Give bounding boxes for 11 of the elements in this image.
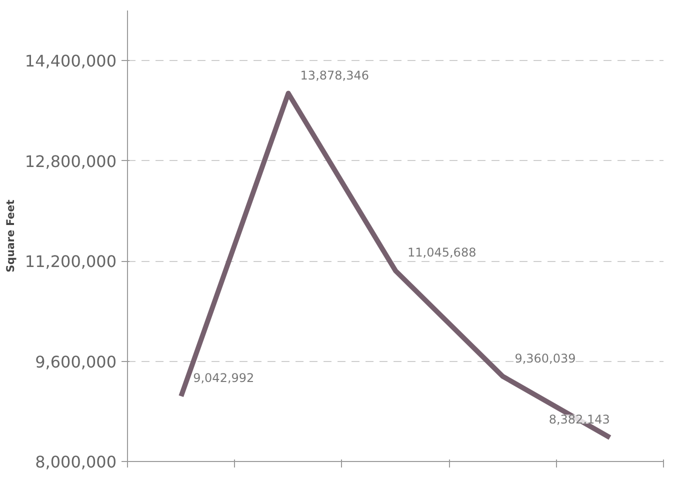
data-label: 11,045,688 bbox=[408, 246, 476, 260]
y-tick-label: 14,400,000 bbox=[24, 52, 116, 71]
y-tick-label: 11,200,000 bbox=[24, 252, 116, 272]
y-axis-title: Square Feet bbox=[4, 200, 17, 272]
data-label: 8,382,143 bbox=[548, 412, 610, 427]
y-tick-label: 8,000,000 bbox=[35, 452, 117, 472]
y-tick-label: 9,600,000 bbox=[35, 352, 117, 372]
data-label: 9,042,992 bbox=[193, 371, 254, 386]
data-label: 9,360,039 bbox=[514, 351, 576, 366]
data-label: 13,878,346 bbox=[300, 68, 370, 82]
y-tick-label: 12,800,000 bbox=[24, 152, 116, 171]
